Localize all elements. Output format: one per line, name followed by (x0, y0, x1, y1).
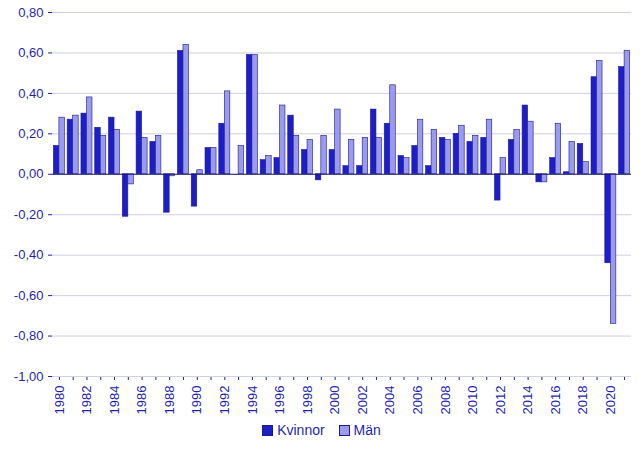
svg-text:1988: 1988 (162, 386, 177, 415)
svg-text:2002: 2002 (355, 386, 370, 415)
svg-text:-0,80: -0,80 (14, 328, 44, 343)
svg-text:2020: 2020 (603, 386, 618, 415)
svg-text:2010: 2010 (465, 386, 480, 415)
svg-text:1982: 1982 (79, 386, 94, 415)
svg-text:0,00: 0,00 (18, 166, 43, 181)
svg-text:2016: 2016 (548, 386, 563, 415)
svg-text:1994: 1994 (245, 386, 260, 415)
svg-text:2012: 2012 (493, 386, 508, 415)
svg-text:0,60: 0,60 (18, 45, 43, 60)
svg-text:-0,20: -0,20 (14, 207, 44, 222)
svg-text:-0,40: -0,40 (14, 247, 44, 262)
svg-text:0,80: 0,80 (18, 5, 43, 20)
svg-text:1990: 1990 (189, 386, 204, 415)
svg-text:1986: 1986 (134, 386, 149, 415)
svg-text:1996: 1996 (272, 386, 287, 415)
svg-text:0,20: 0,20 (18, 126, 43, 141)
svg-text:2008: 2008 (438, 386, 453, 415)
svg-text:2004: 2004 (382, 386, 397, 415)
svg-text:2014: 2014 (520, 386, 535, 415)
svg-text:2000: 2000 (327, 386, 342, 415)
svg-text:1998: 1998 (300, 386, 315, 415)
svg-text:1980: 1980 (52, 386, 67, 415)
svg-text:2018: 2018 (575, 386, 590, 415)
html-text:Män: Män (353, 422, 381, 438)
svg-text:2006: 2006 (410, 386, 425, 415)
svg-text:1992: 1992 (217, 386, 232, 415)
svg-text:0,40: 0,40 (18, 86, 43, 101)
svg-text:1984: 1984 (107, 386, 122, 415)
svg-text:-1,00: -1,00 (14, 369, 44, 384)
svg-text:-0,60: -0,60 (14, 288, 44, 303)
html-text:Kvinnor: Kvinnor (277, 422, 325, 438)
